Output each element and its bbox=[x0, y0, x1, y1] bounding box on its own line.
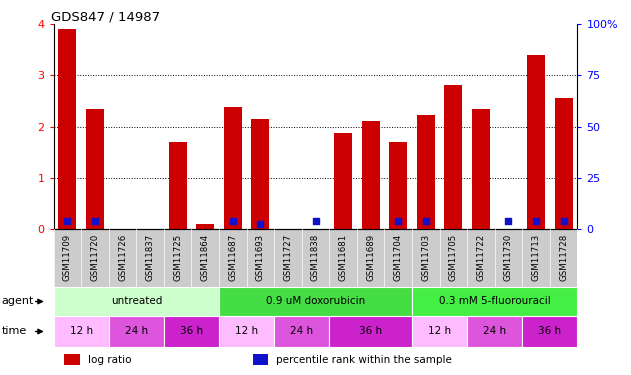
Bar bbox=[472, 109, 490, 229]
FancyBboxPatch shape bbox=[467, 316, 522, 347]
Bar bbox=[389, 142, 407, 229]
Text: 24 h: 24 h bbox=[125, 327, 148, 336]
Point bbox=[62, 217, 73, 223]
Point bbox=[256, 221, 266, 227]
Bar bbox=[251, 119, 269, 229]
Text: 12 h: 12 h bbox=[69, 327, 93, 336]
FancyBboxPatch shape bbox=[274, 316, 329, 347]
Text: 24 h: 24 h bbox=[483, 327, 506, 336]
Text: 24 h: 24 h bbox=[290, 327, 313, 336]
Bar bbox=[334, 133, 352, 229]
FancyBboxPatch shape bbox=[329, 316, 412, 347]
Point bbox=[504, 217, 514, 223]
FancyBboxPatch shape bbox=[522, 316, 577, 347]
Text: untreated: untreated bbox=[110, 297, 162, 306]
Text: 36 h: 36 h bbox=[359, 327, 382, 336]
Point bbox=[228, 217, 238, 223]
Point bbox=[558, 217, 569, 223]
Bar bbox=[252, 354, 268, 365]
Bar bbox=[224, 107, 242, 229]
Bar bbox=[555, 99, 572, 229]
Text: 36 h: 36 h bbox=[538, 327, 562, 336]
Text: 0.9 uM doxorubicin: 0.9 uM doxorubicin bbox=[266, 297, 365, 306]
Text: log ratio: log ratio bbox=[88, 355, 131, 365]
FancyBboxPatch shape bbox=[109, 316, 164, 347]
Point bbox=[90, 217, 100, 223]
Text: 36 h: 36 h bbox=[180, 327, 203, 336]
FancyBboxPatch shape bbox=[412, 316, 467, 347]
Bar bbox=[196, 224, 214, 229]
Text: GDS847 / 14987: GDS847 / 14987 bbox=[51, 10, 160, 23]
Bar bbox=[444, 85, 463, 229]
Bar bbox=[86, 109, 104, 229]
FancyBboxPatch shape bbox=[54, 316, 109, 347]
Point bbox=[531, 217, 541, 223]
FancyBboxPatch shape bbox=[412, 287, 577, 316]
Point bbox=[421, 217, 431, 223]
Bar bbox=[417, 116, 435, 229]
Bar bbox=[527, 55, 545, 229]
Text: 0.3 mM 5-fluorouracil: 0.3 mM 5-fluorouracil bbox=[439, 297, 550, 306]
Text: agent: agent bbox=[1, 297, 33, 306]
Bar bbox=[64, 354, 80, 365]
Point bbox=[393, 217, 403, 223]
Point bbox=[310, 217, 321, 223]
Text: 12 h: 12 h bbox=[235, 327, 258, 336]
FancyBboxPatch shape bbox=[219, 316, 274, 347]
Bar bbox=[362, 122, 380, 229]
Text: percentile rank within the sample: percentile rank within the sample bbox=[276, 355, 452, 365]
Bar bbox=[59, 30, 76, 229]
FancyBboxPatch shape bbox=[54, 287, 219, 316]
Text: time: time bbox=[1, 327, 27, 336]
FancyBboxPatch shape bbox=[164, 316, 219, 347]
Bar bbox=[168, 142, 187, 229]
FancyBboxPatch shape bbox=[219, 287, 412, 316]
Text: 12 h: 12 h bbox=[428, 327, 451, 336]
